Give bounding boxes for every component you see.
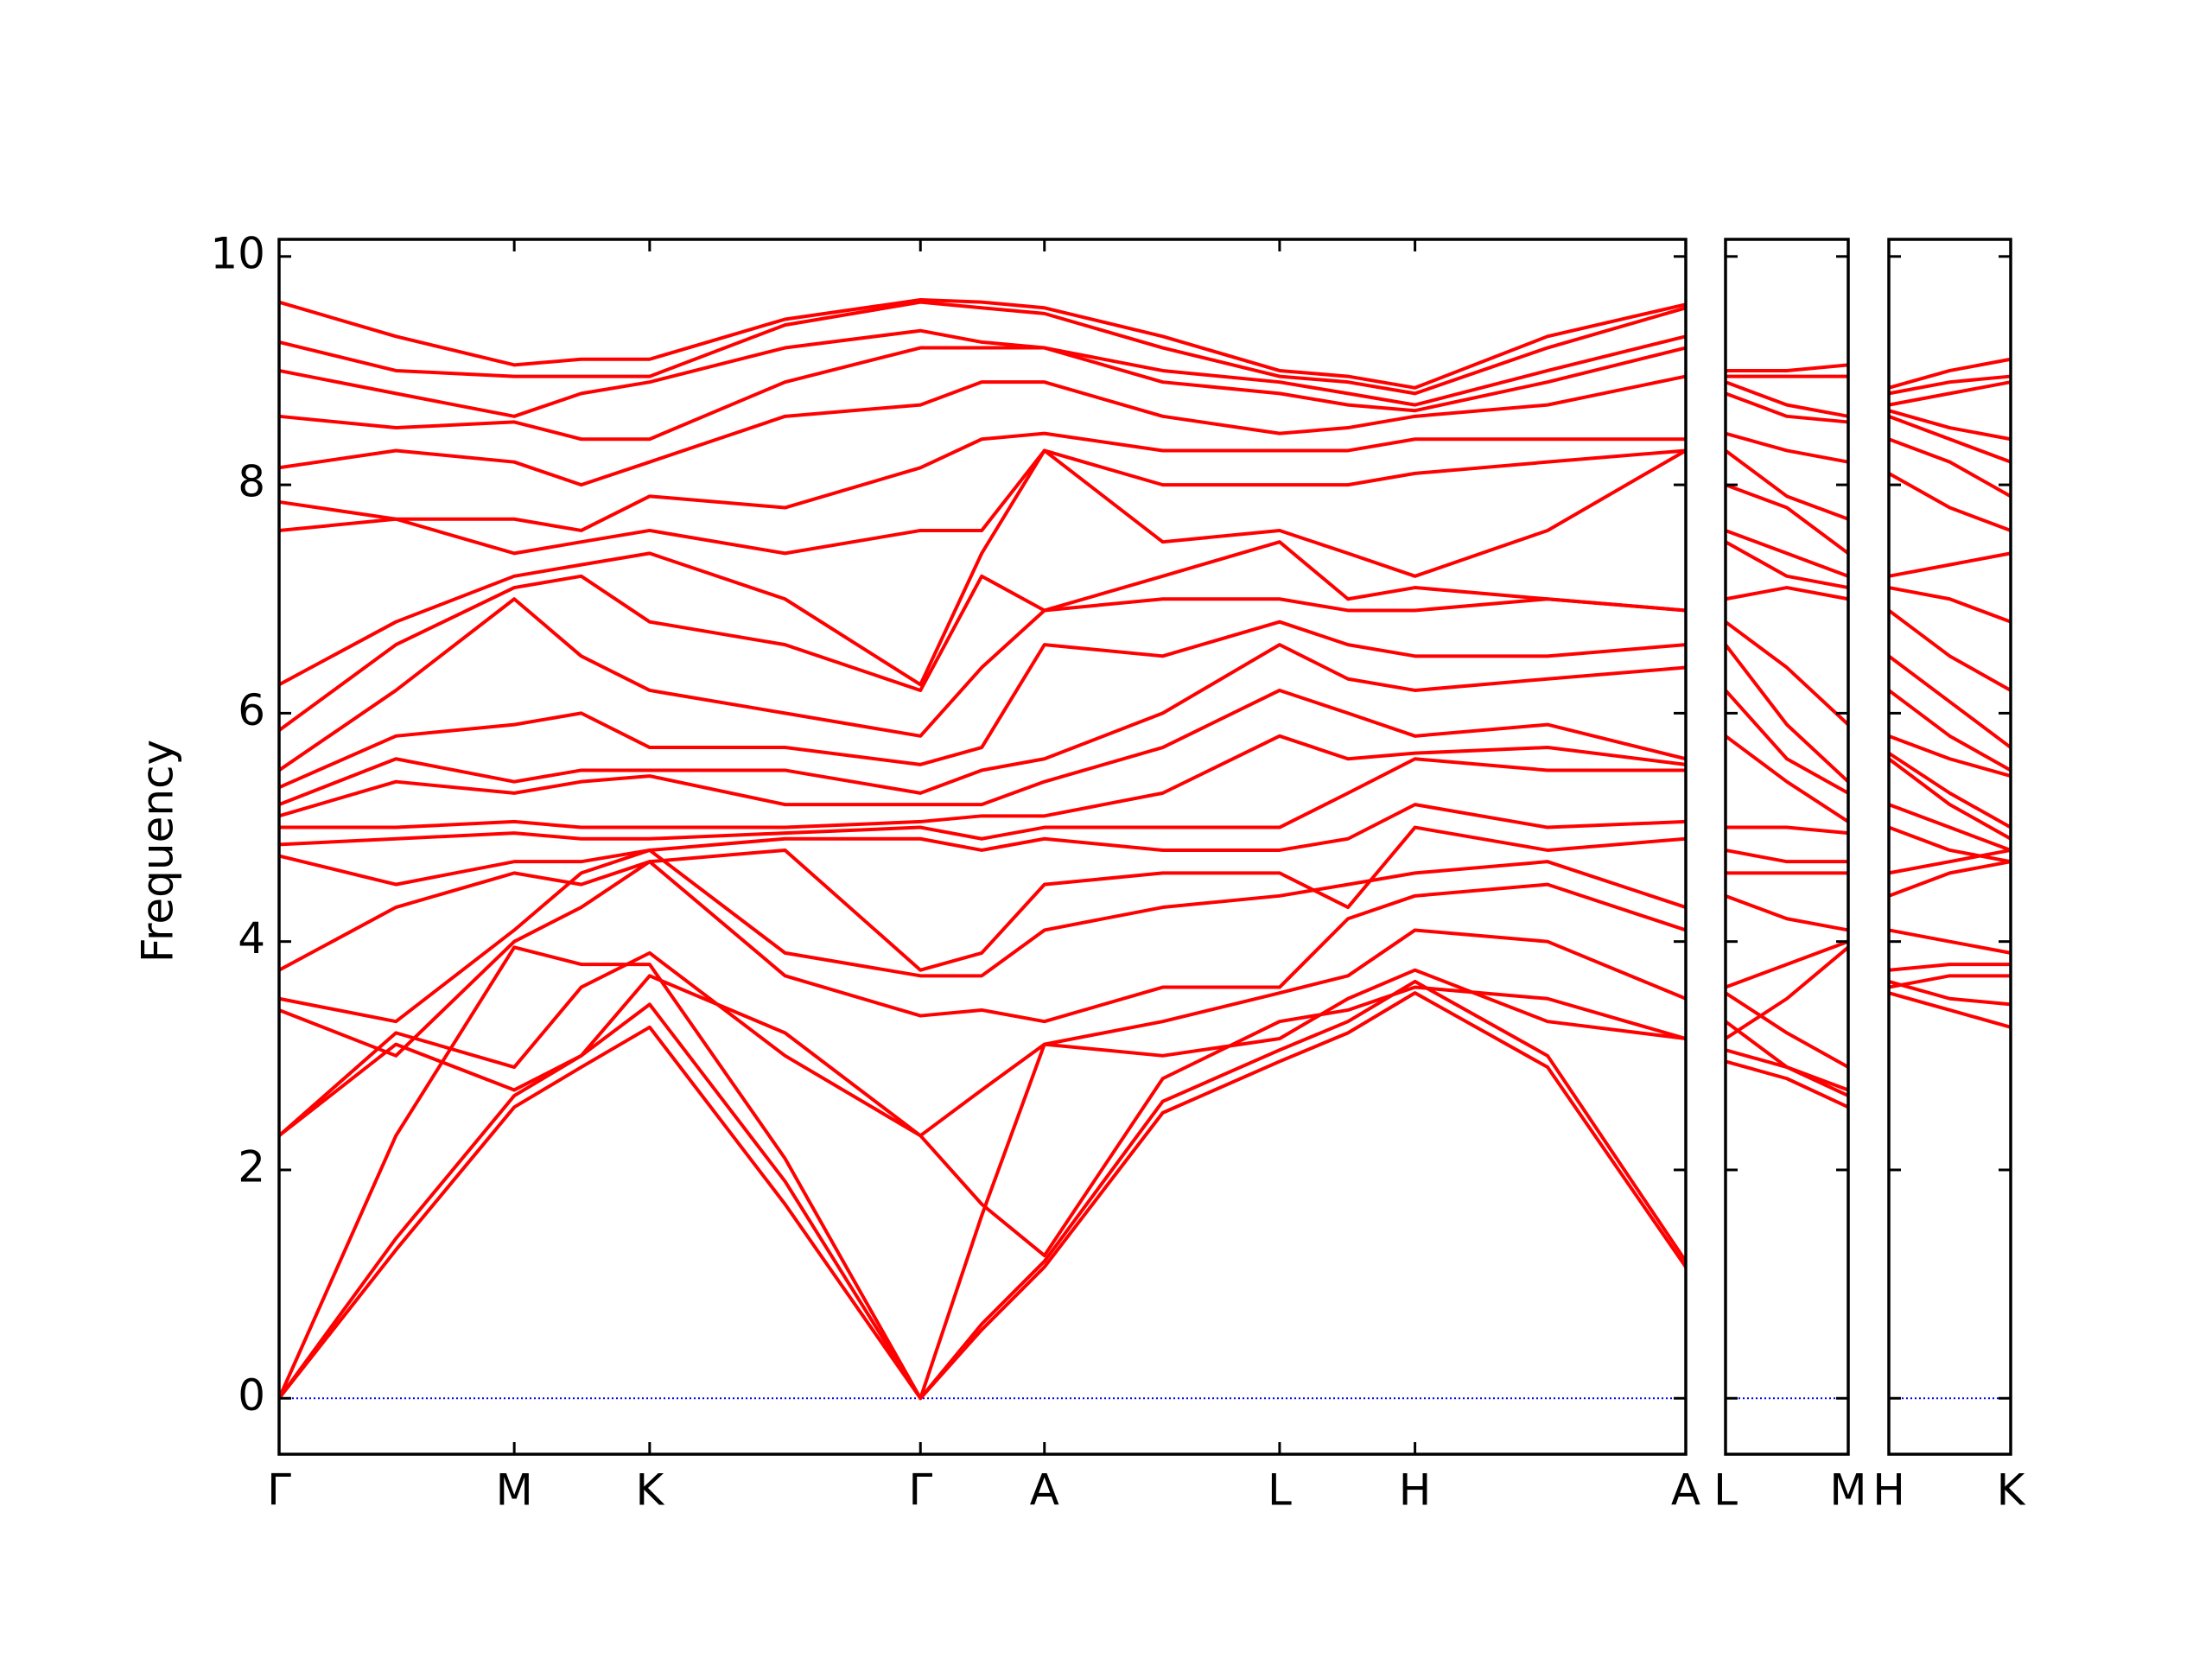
band-line: [1888, 409, 2012, 442]
band-line: [1724, 689, 1849, 795]
band-line: [1888, 980, 2012, 1007]
x-tick-label: M: [1829, 1465, 1866, 1516]
band-line: [1888, 551, 2012, 578]
y-tick-label: 0: [238, 1370, 265, 1421]
band-line: [278, 431, 1686, 532]
band-line: [278, 757, 1686, 847]
band-line: [1726, 825, 1849, 836]
band-line: [1725, 529, 1849, 578]
band-line: [1887, 689, 2012, 772]
x-tick-label: L: [1713, 1465, 1738, 1516]
x-tick-label: A: [1030, 1465, 1059, 1516]
band-line: [1887, 654, 2012, 749]
band-line: [278, 688, 1687, 818]
x-tick-label: H: [1872, 1465, 1905, 1516]
band-line: [1888, 825, 2012, 864]
band-line: [278, 825, 1687, 972]
band-line: [1887, 608, 2012, 692]
band-line: [1888, 991, 2012, 1029]
plot-frame: [1724, 238, 1850, 1456]
band-line: [1724, 620, 1850, 727]
x-tick-label: A: [1671, 1465, 1700, 1516]
y-tick-label: 4: [238, 913, 265, 963]
band-line: [1726, 363, 1849, 372]
band-line: [1888, 380, 2012, 407]
band-line: [1888, 963, 2011, 972]
band-line: [1725, 483, 1850, 555]
band-line: [1725, 380, 1849, 418]
x-tick-label: H: [1399, 1465, 1432, 1516]
band-line: [278, 374, 1687, 487]
band-line: [277, 974, 1687, 1258]
band-line: [1888, 374, 2012, 396]
band-line: [1724, 991, 1849, 1069]
band-line: [278, 643, 1687, 806]
band-line: [1888, 734, 2012, 778]
band-line: [279, 734, 1687, 830]
band-line: [1725, 848, 1848, 864]
band-line: [278, 300, 1687, 396]
band-line: [1888, 974, 2011, 989]
x-tick-label: L: [1268, 1465, 1292, 1516]
band-line: [1888, 472, 2012, 532]
band-line: [1887, 757, 2012, 841]
band-line: [1725, 391, 1849, 424]
band-line: [1887, 751, 2012, 830]
band-line: [277, 597, 1687, 772]
band-line: [1725, 586, 1849, 601]
band-line: [1724, 734, 1850, 823]
band-line: [278, 298, 1687, 390]
band-line: [278, 448, 1687, 556]
band-line: [1725, 939, 1849, 989]
plot-frame: [277, 238, 1688, 1456]
band-line: [278, 448, 1688, 687]
y-tick-label: 10: [210, 228, 265, 278]
y-axis-label: Frequency: [133, 740, 183, 963]
band-line: [1888, 414, 2012, 464]
band-line: [1724, 448, 1849, 521]
band-line: [278, 860, 1687, 1058]
band-line: [1888, 803, 2012, 852]
band-line: [1724, 1020, 1849, 1092]
x-tick-label: M: [496, 1465, 533, 1516]
x-tick-label: K: [1997, 1465, 2026, 1516]
band-line: [1724, 643, 1850, 784]
band-line: [1888, 586, 2012, 624]
x-tick-label: K: [635, 1465, 664, 1516]
band-line: [1888, 848, 2012, 875]
band-line: [1888, 357, 2012, 390]
band-line: [277, 540, 1687, 732]
band-line: [278, 803, 1687, 887]
band-line: [1888, 860, 2012, 898]
band-line: [278, 328, 1687, 418]
band-line: [1725, 893, 1849, 932]
y-tick-label: 2: [238, 1141, 265, 1192]
band-line: [1888, 437, 2012, 499]
x-tick-label: Γ: [267, 1465, 291, 1516]
band-line: [278, 848, 1687, 1024]
plot-frame: [1887, 238, 2012, 1456]
band-line: [1725, 540, 1849, 590]
band-line: [1725, 431, 1849, 464]
band-line: [277, 945, 1687, 1401]
band-line: [1725, 1059, 1849, 1109]
band-line: [1724, 945, 1850, 1040]
band-line: [277, 928, 1687, 1138]
band-line: [278, 620, 1687, 790]
band-line: [1888, 928, 2012, 955]
band-line: [278, 346, 1687, 442]
y-tick-label: 6: [238, 685, 265, 735]
x-tick-label: Γ: [908, 1465, 932, 1516]
band-line: [277, 979, 1688, 1401]
y-tick-label: 8: [238, 457, 265, 507]
band-line: [277, 991, 1688, 1401]
